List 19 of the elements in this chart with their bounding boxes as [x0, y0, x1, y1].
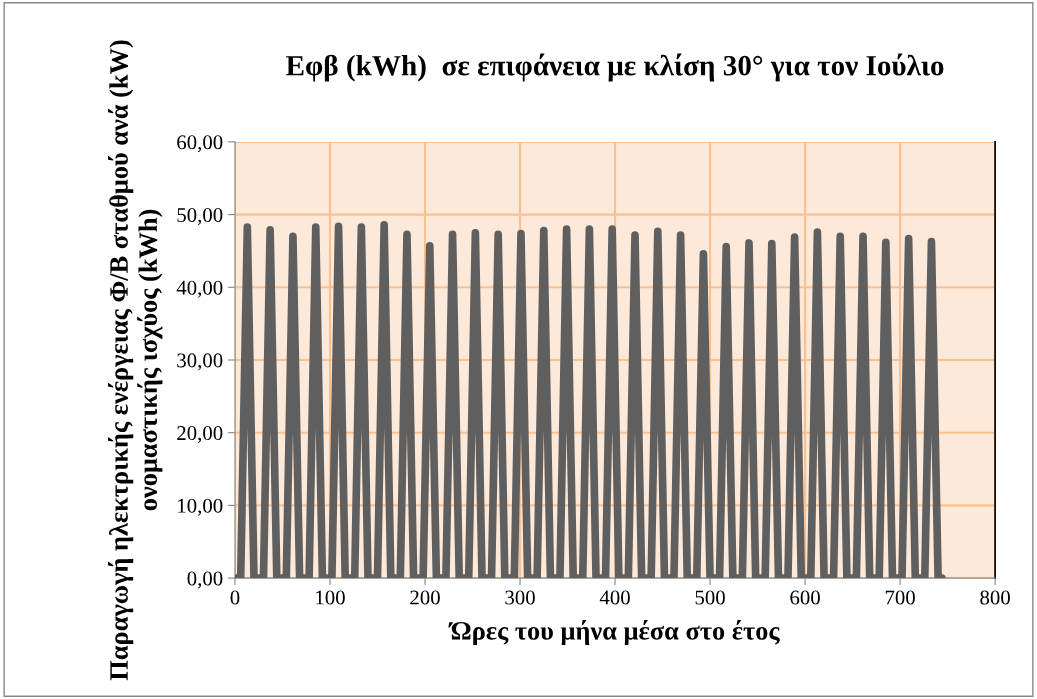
- chart-title: Εφβ (kWh) σε επιφάνεια με κλίση 30° για τον Ιούλιο: [286, 53, 944, 82]
- x-tick-label: 700: [885, 590, 915, 605]
- y-tick-label: 60,00: [177, 135, 223, 153]
- x-tick-label: 600: [790, 590, 820, 605]
- x-tick-label: 100: [316, 590, 345, 605]
- x-tick-label: 0: [230, 590, 240, 605]
- y-tick-label: 10,00: [178, 498, 223, 516]
- x-tick-label: 300: [505, 590, 535, 605]
- x-tick-label: 800: [980, 590, 1010, 605]
- y-tick-label: 30,00: [177, 353, 223, 371]
- y-axis-title: Παραγωγή ηλεκτρικής ενέργειας Φ/Β σταθμού ανά (kW) ονομαστικής ισχύος (kWh): [108, 40, 163, 681]
- y-tick-label: 40,00: [176, 280, 223, 298]
- y-tick-label: 50,00: [177, 207, 223, 226]
- x-tick-label: 400: [599, 590, 630, 605]
- x-axis-title: Ώρες του μήνα μέσα στο έτος: [448, 619, 780, 646]
- x-tick-label: 200: [410, 590, 440, 605]
- y-tick-label: 0,00: [187, 571, 223, 589]
- y-tick-label: 20,00: [177, 426, 223, 444]
- x-tick-label: 500: [695, 590, 725, 605]
